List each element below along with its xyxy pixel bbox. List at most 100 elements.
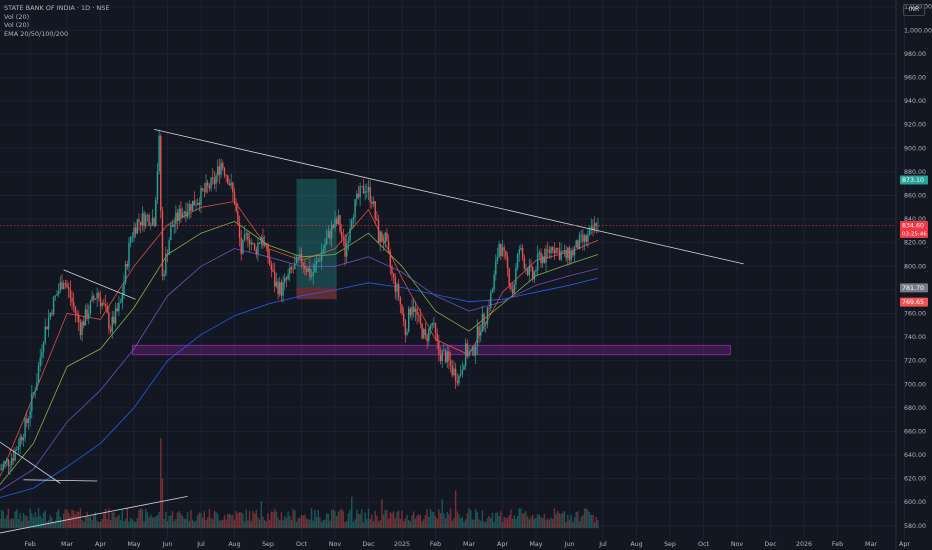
volume-legend-1[interactable]: Vol (20) (4, 12, 30, 21)
volume-bar (304, 514, 306, 529)
candle-body (9, 464, 11, 466)
volume-bar (555, 513, 557, 529)
candle-body (255, 249, 257, 255)
volume-bar (557, 510, 559, 529)
candle-body (332, 224, 335, 228)
volume-bar (235, 511, 237, 529)
candle-body (203, 190, 206, 192)
candle-body (2, 464, 5, 469)
candle-body (312, 272, 314, 277)
candle-body (475, 346, 477, 356)
volume-bar (47, 520, 50, 529)
volume-bar (444, 518, 447, 529)
candle-body (567, 247, 569, 259)
candle-body (423, 329, 425, 339)
volume-bar (570, 515, 572, 529)
candle-body (560, 251, 562, 260)
volume-bar (218, 520, 221, 529)
time-tick-label: Oct (698, 541, 709, 548)
volume-legend-2[interactable]: Vol (20) (4, 21, 30, 29)
candle-body (325, 237, 328, 245)
candle-body (413, 306, 415, 312)
candle-body (212, 177, 214, 179)
candle-body (341, 231, 343, 238)
volume-bar (592, 514, 594, 529)
volume-bar (523, 512, 525, 529)
volume-bar (83, 521, 85, 529)
candle-body (421, 323, 423, 339)
candle-body (168, 240, 170, 255)
volume-bar (11, 518, 13, 529)
candle-body (66, 283, 68, 288)
price-tick-label: 740.00 (904, 334, 926, 341)
candle-body (506, 256, 509, 269)
volume-bar (49, 515, 51, 529)
volume-bar (302, 515, 304, 529)
candle-body (17, 446, 20, 450)
volume-bar (289, 516, 291, 529)
candle-body (46, 326, 48, 330)
currency-button[interactable]: INR (903, 4, 925, 16)
volume-bar (515, 518, 517, 529)
volume-bar (191, 519, 194, 529)
candle-body (476, 326, 479, 347)
volume-bar (475, 508, 477, 529)
candle-body (361, 186, 363, 187)
candle-body (443, 350, 445, 352)
volume-bar (201, 517, 204, 529)
candle-body (485, 323, 487, 325)
volume-bar (382, 514, 385, 529)
candle-body (550, 247, 552, 253)
volume-bar (463, 521, 465, 529)
price-tick-label: 580.00 (904, 523, 926, 530)
volume-bar (238, 512, 241, 529)
candle-body (272, 269, 274, 272)
volume-bar (295, 521, 298, 529)
volume-bar (357, 513, 360, 529)
volume-bar (79, 508, 82, 529)
volume-bar (123, 520, 125, 529)
candle-body (64, 283, 67, 285)
candle-body (277, 281, 279, 295)
candle-body (160, 135, 162, 211)
candle-body (577, 240, 579, 250)
volume-bar (267, 513, 269, 529)
volume-bar (46, 521, 48, 529)
volume-bar (526, 516, 529, 529)
volume-bar (530, 517, 532, 529)
candle-body (145, 215, 147, 227)
symbol-title[interactable]: STATE BANK OF INDIA · 1D · NSE (4, 4, 110, 12)
candle-body (536, 254, 539, 271)
candle-body (123, 282, 125, 295)
candle-body (158, 135, 160, 172)
price-tick-label: 1,000.00 (904, 27, 932, 34)
candle-body (116, 308, 118, 311)
candle-body (285, 277, 288, 280)
volume-bar (133, 520, 135, 529)
volume-bar (31, 513, 33, 529)
volume-bar (339, 510, 341, 529)
volume-bar (580, 517, 582, 529)
candle-body (553, 250, 556, 254)
volume-bar (118, 514, 120, 529)
ema-legend[interactable]: EMA 20/50/100/200 (4, 29, 69, 38)
candle-body (490, 292, 492, 309)
volume-bar (146, 512, 149, 529)
volume-bar (421, 521, 423, 529)
candle-body (592, 226, 594, 231)
volume-bar (503, 516, 505, 529)
candle-body (461, 369, 463, 374)
candle-body (73, 302, 75, 307)
candle-body (439, 354, 442, 362)
time-tick-label: Sep (262, 541, 274, 548)
candle-body (153, 218, 155, 226)
price-label-text: 769.65 (902, 299, 924, 306)
volume-bar (356, 509, 358, 529)
volume-bar (78, 512, 80, 529)
volume-bar (582, 515, 584, 529)
volume-bar (69, 516, 72, 529)
volume-bar (24, 515, 26, 529)
time-tick-label: Jun (162, 541, 173, 548)
volume-bar (140, 508, 142, 529)
